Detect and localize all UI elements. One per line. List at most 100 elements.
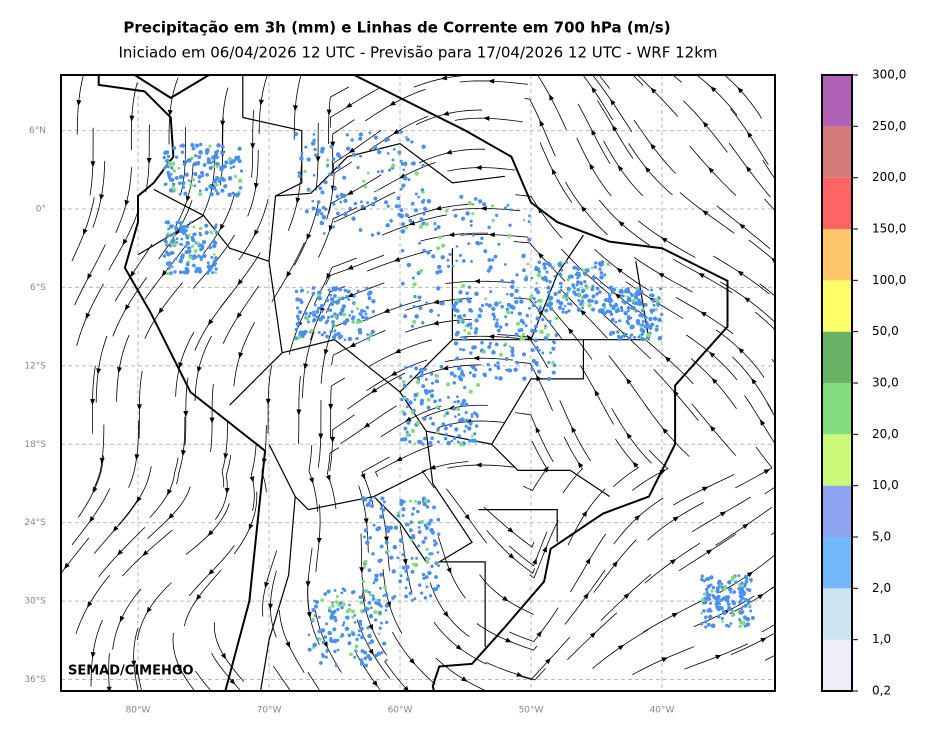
precip-dot <box>486 268 491 273</box>
precip-dot <box>496 361 500 365</box>
precip-dot <box>491 350 496 355</box>
precip-dot <box>185 240 191 246</box>
precip-dot <box>469 351 473 355</box>
streamline <box>183 569 222 627</box>
precip-dot <box>352 152 357 157</box>
precip-dot <box>181 230 186 235</box>
precip-dot <box>188 246 192 250</box>
precip-dot <box>493 254 498 259</box>
precip-dot <box>619 289 624 294</box>
precip-dot <box>459 348 462 351</box>
precip-dot <box>465 211 470 216</box>
precip-dot <box>436 286 441 291</box>
streamline-arrow <box>90 399 96 406</box>
precip-dot <box>566 290 570 294</box>
precip-dot <box>408 218 413 223</box>
precip-dot <box>362 497 368 502</box>
precip-dot <box>379 586 382 590</box>
precip-dot <box>297 317 301 321</box>
precip-dot <box>603 273 607 277</box>
precip-dot <box>365 540 370 545</box>
border <box>259 496 296 691</box>
streamline-arrow <box>96 368 102 375</box>
streamline <box>77 455 104 518</box>
precip-dot <box>392 147 396 151</box>
precip-dot <box>197 180 201 183</box>
streamline-arrow <box>85 312 91 320</box>
precip-dot <box>720 616 724 621</box>
precip-dot <box>459 378 463 382</box>
streamline-arrow <box>141 698 147 705</box>
streamline-arrow <box>347 189 354 195</box>
precip-dot <box>437 313 441 317</box>
precip-dot <box>322 232 326 235</box>
precip-dot <box>411 276 415 280</box>
precip-dot <box>335 194 340 199</box>
streamline <box>632 75 644 86</box>
precip-dot <box>410 324 415 328</box>
precip-dot <box>208 165 213 170</box>
precip-dot <box>311 617 315 622</box>
precip-dot <box>201 240 207 245</box>
precip-dot <box>403 314 408 319</box>
precip-dot <box>316 200 321 204</box>
precip-dot <box>700 597 705 603</box>
precip-dot <box>433 399 437 404</box>
precip-dot <box>333 589 337 592</box>
precip-dot <box>342 320 347 325</box>
precip-dot <box>460 216 466 221</box>
precip-dot <box>338 601 343 605</box>
streamline <box>136 582 172 641</box>
precip-dot <box>185 270 190 275</box>
precip-dot <box>394 204 399 209</box>
precip-dot <box>564 292 569 298</box>
precip-dot <box>360 649 365 654</box>
precip-dot <box>367 568 372 573</box>
precip-dot <box>178 270 183 275</box>
streamline-arrow <box>583 592 589 600</box>
precip-dot <box>585 268 590 273</box>
precip-dot <box>336 331 341 336</box>
precip-dot <box>422 248 426 253</box>
precip-dot <box>407 178 411 182</box>
precip-dot <box>404 213 409 218</box>
precip-dot <box>172 234 176 238</box>
precip-dot <box>189 221 193 224</box>
precip-dot <box>185 224 190 229</box>
colorbar: 0,21,02,05,010,020,030,050,0100,0150,020… <box>821 68 906 698</box>
streamline-arrow <box>537 207 544 214</box>
precip-dot <box>455 245 459 248</box>
precip-dot <box>474 328 478 332</box>
precip-dot <box>497 242 501 246</box>
precip-dot <box>743 574 747 578</box>
streamline-arrow <box>209 417 215 424</box>
streamline <box>213 622 245 682</box>
streamline-arrow <box>543 466 549 473</box>
precip-dot <box>399 303 403 307</box>
precip-dot <box>623 310 628 316</box>
precip-dot <box>587 298 592 304</box>
precip-dot <box>402 168 406 172</box>
precip-dot <box>166 170 171 175</box>
streamline-arrow <box>779 427 786 435</box>
precip-dot <box>166 232 170 236</box>
precip-dot <box>358 622 363 626</box>
precip-dot <box>580 299 584 303</box>
precip-dot <box>366 626 370 630</box>
precip-dot <box>749 577 753 582</box>
precip-dot <box>357 629 361 633</box>
precip-dot <box>165 271 170 276</box>
streamline-arrow <box>661 237 668 243</box>
precip-dot <box>411 562 415 566</box>
precip-dot <box>410 201 415 206</box>
precip-dot <box>365 286 369 291</box>
precip-dot <box>360 319 363 323</box>
colorbar-swatch <box>822 331 852 383</box>
precip-dot <box>191 177 195 182</box>
streamline-arrow <box>295 197 301 204</box>
precip-dot <box>607 293 612 298</box>
precip-dot <box>744 583 747 587</box>
precip-dot <box>366 607 370 611</box>
precip-dot <box>400 222 406 227</box>
precip-dot <box>599 275 604 280</box>
